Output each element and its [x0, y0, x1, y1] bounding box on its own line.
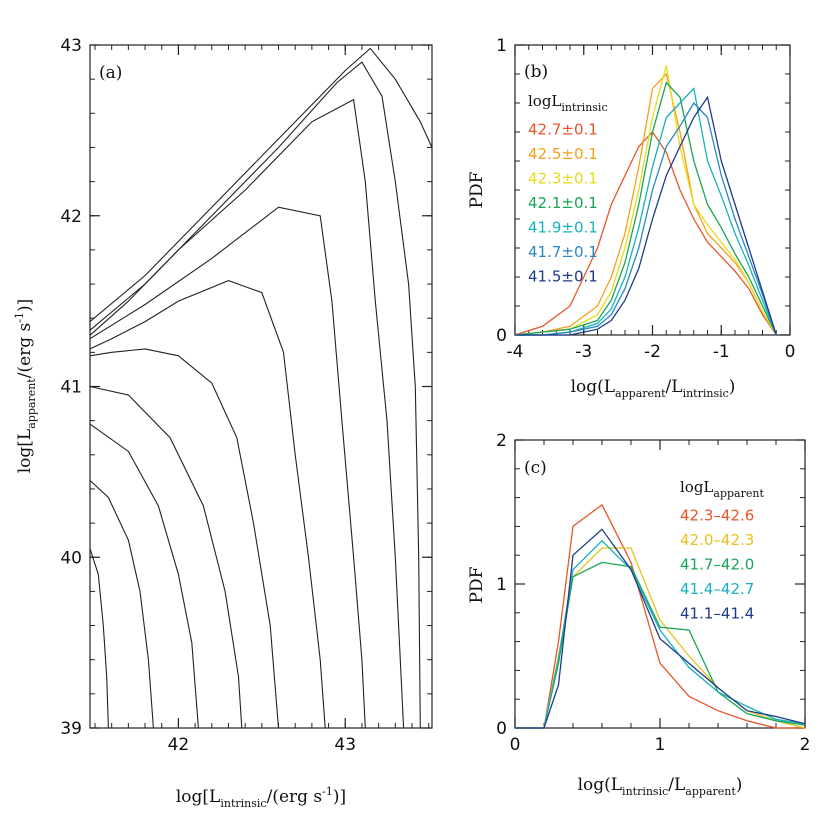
series-line-2	[514, 72, 777, 336]
panel-a-contours	[89, 47, 433, 729]
y-tick-label: 39	[60, 719, 82, 739]
panel-c-tag: (c)	[524, 458, 547, 478]
series-line-5	[515, 528, 806, 729]
contour-line-8	[89, 423, 199, 729]
series-line-4	[514, 81, 777, 336]
series-line-3	[514, 65, 777, 336]
legend-entry-3: 42.3±0.1	[528, 170, 598, 188]
series-line-6	[515, 101, 777, 336]
contour-line-5	[89, 280, 326, 729]
x-tick-label: -3	[575, 342, 592, 362]
y-tick-label: 40	[60, 548, 82, 568]
x-tick-label: 1	[655, 735, 666, 755]
x-tick-label: 43	[334, 735, 356, 755]
legend-title-sub: intrinsic	[561, 101, 607, 114]
y-tick-label: 1	[496, 575, 507, 595]
panel-c-legend: logLapparent 42.3–42.6 42.0–42.3 41.7–42.0 4…	[680, 478, 764, 623]
y-tick-label: 42	[60, 207, 82, 227]
legend-title-main: logL	[528, 92, 561, 110]
panel-c-ylabel: PDF	[467, 566, 487, 603]
series-line-5	[515, 87, 777, 336]
x-tick-label: 0	[510, 735, 521, 755]
y-tick-label: 43	[60, 36, 82, 56]
panel-c-tick-labels: 0 1 2 0 1 2	[496, 431, 810, 755]
contour-line-2	[89, 61, 421, 729]
panel-a-contour: 42 43 39 40 41 42 43 (a) log[Lintrinsic/(erg s…	[13, 36, 433, 810]
panel-c-series	[515, 503, 806, 729]
y-tick-label: 41	[60, 378, 82, 398]
contour-line-7	[89, 385, 243, 729]
series-line-1	[514, 130, 777, 336]
legend-title-main: logL	[680, 478, 713, 496]
panel-b-tag: (b)	[524, 62, 548, 82]
panel-b-ylabel: PDF	[467, 171, 487, 208]
x-tick-label: -4	[507, 342, 524, 362]
panel-b-xlabel: log(Lapparent/Lintrinsic)	[571, 377, 736, 400]
x-tick-label: 0	[785, 342, 796, 362]
panel-a-ylabel: log[Lapparent/(erg s-1)]	[13, 299, 38, 474]
panel-b-legend: logLintrinsic 42.7±0.1 42.5±0.1 42.3±0.1 42.…	[528, 92, 608, 286]
legend-entry-4: 42.1±0.1	[528, 194, 598, 212]
legend-entry-7: 41.5±0.1	[528, 268, 598, 286]
legend-title-sub: apparent	[713, 487, 764, 500]
legend-entry-5: 41.1–41.4	[680, 605, 754, 623]
panel-c-xlabel: log(Lintrinsic/Lapparent)	[578, 775, 743, 798]
panel-b-line: -4 -3 -2 -1 0 0 1 logLintrinsic 42.7±0.1 42.5±0.…	[467, 36, 795, 400]
series-line-3	[515, 561, 806, 729]
panel-c-ticks	[514, 439, 806, 729]
contour-line-9	[89, 479, 154, 729]
legend-title: logLapparent	[680, 478, 764, 500]
x-tick-label: -1	[713, 342, 730, 362]
panel-a-ticks	[90, 44, 432, 729]
contour-line-10	[89, 548, 109, 729]
legend-entry-3: 41.7–42.0	[680, 556, 754, 574]
legend-title: logLintrinsic	[528, 92, 608, 114]
panel-a-frame	[89, 44, 433, 729]
series-line-7	[515, 95, 777, 336]
x-tick-label: -2	[644, 342, 661, 362]
panel-a-tick-labels: 42 43 39 40 41 42 43	[60, 36, 356, 755]
panel-b-tick-labels: -4 -3 -2 -1 0 0 1	[496, 36, 795, 362]
legend-entry-1: 42.3–42.6	[680, 507, 754, 525]
x-tick-label: 2	[800, 735, 811, 755]
panel-a-tag: (a)	[99, 63, 122, 83]
legend-entry-1: 42.7±0.1	[528, 121, 598, 139]
contour-line-3	[89, 98, 405, 729]
y-tick-label: 2	[496, 431, 507, 451]
y-tick-label: 1	[496, 36, 507, 56]
legend-entry-6: 41.7±0.1	[528, 243, 598, 261]
series-line-1	[515, 503, 805, 729]
series-line-4	[515, 539, 806, 729]
panel-b-series	[514, 65, 777, 336]
legend-entry-4: 41.4–42.7	[680, 580, 754, 598]
y-tick-label: 0	[496, 326, 507, 346]
x-tick-label: 42	[168, 735, 190, 755]
panel-c-line: 0 1 2 0 1 2 logLapparent 42.3–42.6 42.0–42.3 41.…	[467, 431, 810, 798]
contour-line-1	[89, 47, 433, 323]
legend-entry-2: 42.5±0.1	[528, 145, 598, 163]
panel-a-xlabel: log[Lintrinsic/(erg s-1)]	[176, 785, 346, 810]
y-tick-label: 0	[496, 719, 507, 739]
legend-entry-5: 41.9±0.1	[528, 219, 598, 237]
contour-line-6	[89, 348, 280, 729]
contour-line-4	[89, 206, 366, 729]
legend-entry-2: 42.0–42.3	[680, 531, 754, 549]
